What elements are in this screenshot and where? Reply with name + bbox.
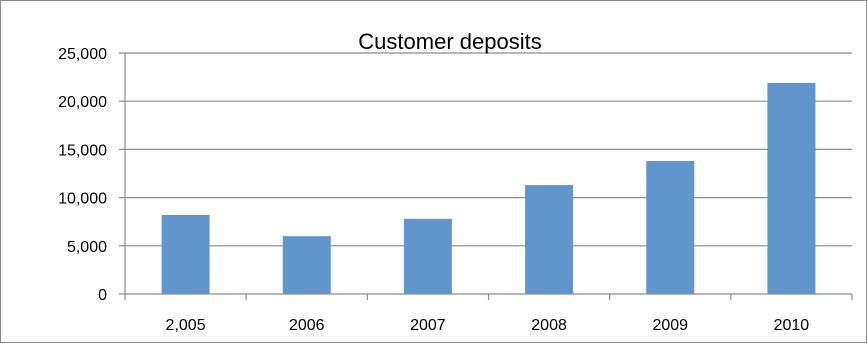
bar-2005 xyxy=(161,214,210,294)
y-tick-label: 0 xyxy=(98,287,107,304)
chart-title: Customer deposits xyxy=(358,29,541,54)
bar-2007 xyxy=(403,218,452,294)
x-tick-label: 2009 xyxy=(652,317,688,334)
x-tick-label: 2007 xyxy=(410,317,446,334)
y-tick-label: 5,000 xyxy=(67,239,107,256)
x-tick-label: 2010 xyxy=(774,317,810,334)
bar-2006 xyxy=(282,236,331,294)
x-tick-label: 2008 xyxy=(531,317,567,334)
y-tick-label: 10,000 xyxy=(58,191,107,208)
bar-2008 xyxy=(525,185,574,294)
x-tick-label: 2006 xyxy=(289,317,325,334)
axes xyxy=(119,52,853,300)
gridlines xyxy=(125,52,852,247)
x-tick-labels: 2,005 2006 2007 2008 2009 2010 xyxy=(166,317,810,334)
x-tick-label: 2,005 xyxy=(166,317,206,334)
y-tick-labels: 0 5,000 10,000 15,000 20,000 25,000 xyxy=(58,46,107,304)
bar-2010 xyxy=(767,82,816,294)
y-tick-label: 20,000 xyxy=(58,94,107,111)
y-tick-label: 15,000 xyxy=(58,142,107,159)
bar-2009 xyxy=(646,160,695,294)
y-tick-label: 25,000 xyxy=(58,46,107,63)
bars xyxy=(161,82,816,294)
